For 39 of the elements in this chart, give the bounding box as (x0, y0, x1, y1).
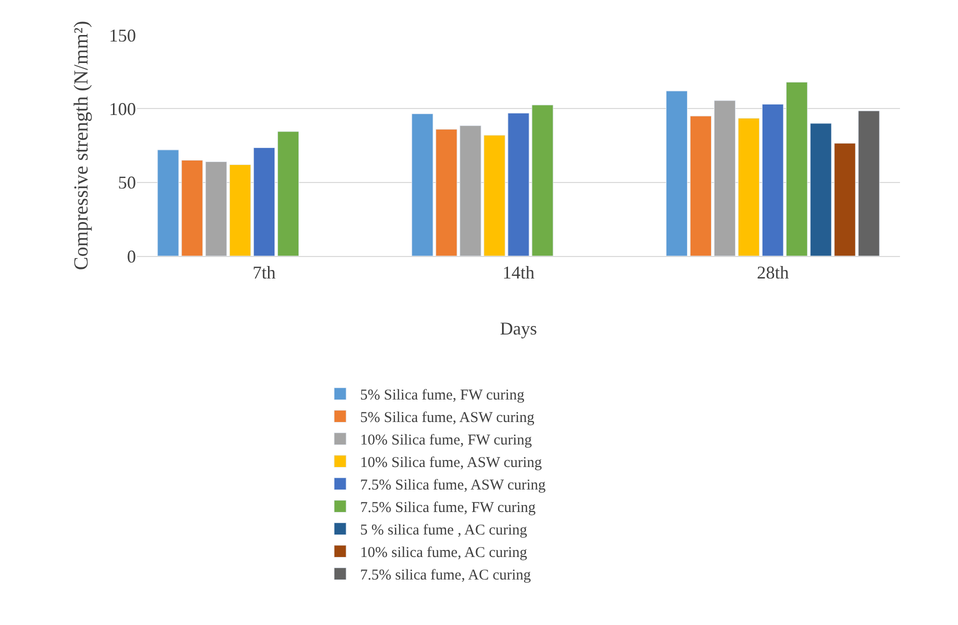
legend-label: 7.5% Silica fume, FW curing (360, 500, 536, 516)
bar (253, 147, 275, 256)
bar (762, 104, 784, 256)
bar (460, 125, 482, 256)
bar (666, 90, 688, 256)
bar (412, 114, 434, 256)
x-tick-label: 7th (252, 262, 276, 283)
x-tick-label: 14th (502, 262, 535, 283)
legend-label: 5% Silica fume, FW curing (360, 388, 525, 404)
legend-label: 5% Silica fume, ASW curing (360, 410, 535, 426)
bar (229, 164, 251, 256)
bar (532, 104, 554, 256)
legend-label: 10% Silica fume, ASW curing (360, 455, 542, 472)
bar (858, 110, 880, 256)
bar (157, 150, 179, 256)
bar (436, 129, 458, 256)
bar (277, 131, 300, 256)
legend-label: 7.5% silica fume, AC curing (360, 568, 532, 584)
bar (738, 118, 760, 256)
legend-label: 7.5% Silica fume, ASW curing (360, 478, 546, 494)
bar (508, 112, 530, 256)
bar (714, 100, 736, 256)
y-tick-label: 0 (127, 246, 136, 266)
y-axis-title: Compressive strength (N/mm²) (70, 20, 92, 270)
bar (181, 160, 203, 256)
y-tick-label: 50 (118, 172, 136, 193)
bar (810, 123, 832, 256)
bar (834, 143, 856, 256)
legend-label: 10% silica fume, AC curing (360, 545, 528, 562)
x-tick-label: 28th (756, 262, 789, 283)
bar (484, 134, 506, 256)
legend-label: 5 % silica fume , AC curing (360, 522, 528, 539)
x-axis-title: Days (500, 318, 537, 339)
legend-label: 10% Silica fume, FW curing (360, 432, 532, 449)
y-tick-label: 100 (109, 98, 136, 119)
bar (786, 82, 808, 256)
bar (690, 116, 712, 256)
y-tick-label: 150 (109, 25, 136, 46)
bar (205, 161, 227, 256)
